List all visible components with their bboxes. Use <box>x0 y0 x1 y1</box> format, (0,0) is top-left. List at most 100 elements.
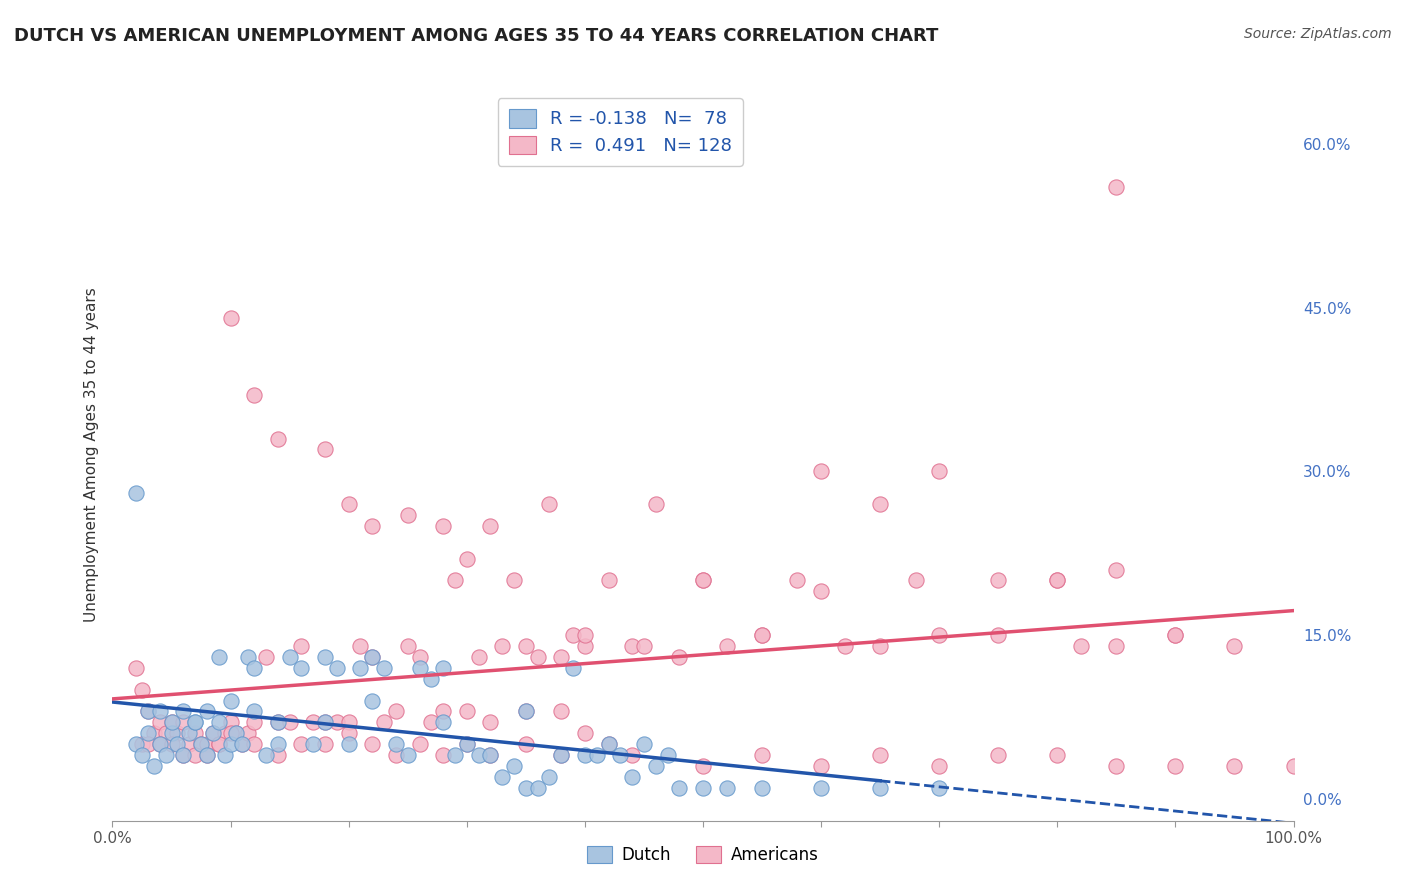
Point <box>172 715 194 730</box>
Point <box>278 715 301 730</box>
Point <box>219 715 242 730</box>
Point <box>621 770 644 784</box>
Point <box>479 748 502 763</box>
Point <box>326 661 349 675</box>
Point <box>515 705 537 719</box>
Point <box>810 584 832 599</box>
Point <box>692 574 714 588</box>
Point <box>337 715 360 730</box>
Point <box>302 715 325 730</box>
Point <box>491 639 513 653</box>
Point <box>1282 759 1305 773</box>
Point <box>928 628 950 642</box>
Point <box>515 639 537 653</box>
Point <box>1070 639 1092 653</box>
Point <box>598 737 620 751</box>
Point <box>125 737 148 751</box>
Point <box>361 519 384 533</box>
Point <box>125 486 148 500</box>
Point <box>267 432 290 446</box>
Point <box>314 649 336 664</box>
Point <box>214 726 236 740</box>
Point <box>644 497 666 511</box>
Point <box>869 748 891 763</box>
Point <box>1164 628 1187 642</box>
Point <box>692 574 714 588</box>
Point <box>166 737 188 751</box>
Point <box>149 715 172 730</box>
Point <box>136 705 159 719</box>
Point <box>219 311 242 326</box>
Point <box>155 748 177 763</box>
Point <box>238 726 260 740</box>
Point <box>1164 628 1187 642</box>
Point <box>562 628 585 642</box>
Point <box>243 737 266 751</box>
Point <box>131 682 153 697</box>
Point <box>201 726 224 740</box>
Point <box>621 639 644 653</box>
Point <box>160 737 183 751</box>
Point <box>184 726 207 740</box>
Point <box>314 715 336 730</box>
Point <box>515 737 537 751</box>
Point <box>219 737 242 751</box>
Point <box>131 737 153 751</box>
Point <box>349 639 371 653</box>
Point <box>987 574 1010 588</box>
Point <box>432 519 454 533</box>
Point <box>373 715 395 730</box>
Point <box>214 748 236 763</box>
Point <box>467 649 489 664</box>
Point <box>408 649 430 664</box>
Point <box>385 705 408 719</box>
Point <box>479 519 502 533</box>
Point <box>149 705 172 719</box>
Point <box>503 574 526 588</box>
Text: DUTCH VS AMERICAN UNEMPLOYMENT AMONG AGES 35 TO 44 YEARS CORRELATION CHART: DUTCH VS AMERICAN UNEMPLOYMENT AMONG AGE… <box>14 27 938 45</box>
Point <box>184 748 207 763</box>
Point <box>692 759 714 773</box>
Point <box>142 759 165 773</box>
Point <box>179 726 201 740</box>
Point <box>290 661 312 675</box>
Point <box>550 748 572 763</box>
Point <box>869 639 891 653</box>
Point <box>550 649 572 664</box>
Point <box>574 726 596 740</box>
Point <box>633 737 655 751</box>
Point <box>467 748 489 763</box>
Point <box>225 726 247 740</box>
Point <box>420 715 443 730</box>
Point <box>337 726 360 740</box>
Point <box>219 693 242 707</box>
Point <box>1046 574 1069 588</box>
Point <box>231 737 253 751</box>
Point <box>538 770 561 784</box>
Point <box>432 661 454 675</box>
Point <box>526 649 548 664</box>
Point <box>314 442 336 457</box>
Point <box>361 737 384 751</box>
Point <box>314 737 336 751</box>
Point <box>538 497 561 511</box>
Point <box>1223 639 1246 653</box>
Point <box>420 672 443 686</box>
Point <box>668 649 690 664</box>
Point <box>1105 180 1128 194</box>
Point <box>349 661 371 675</box>
Point <box>208 649 231 664</box>
Point <box>190 737 212 751</box>
Point <box>290 639 312 653</box>
Point <box>904 574 927 588</box>
Text: Source: ZipAtlas.com: Source: ZipAtlas.com <box>1244 27 1392 41</box>
Point <box>172 705 194 719</box>
Point <box>515 705 537 719</box>
Point <box>408 737 430 751</box>
Point <box>195 705 218 719</box>
Point <box>136 726 159 740</box>
Point <box>172 748 194 763</box>
Point <box>267 737 290 751</box>
Point <box>184 715 207 730</box>
Point <box>208 737 231 751</box>
